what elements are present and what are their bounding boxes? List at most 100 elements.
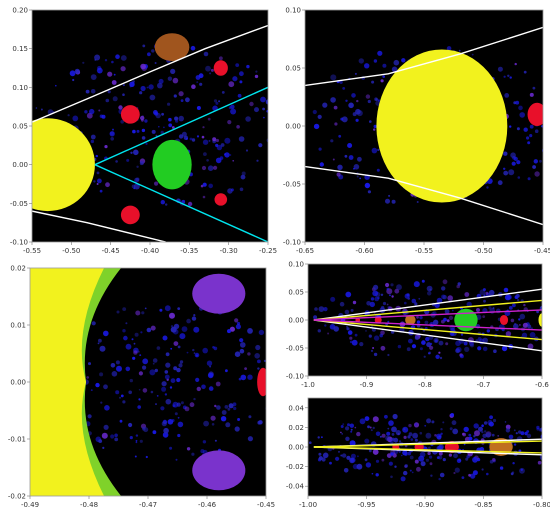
- filament-dot: [394, 288, 400, 294]
- filament-dot: [170, 347, 173, 350]
- filament-dot: [145, 142, 148, 145]
- filament-dot: [364, 458, 368, 462]
- filament-dot: [216, 405, 221, 410]
- filament-dot: [133, 342, 136, 345]
- filament-dot: [99, 372, 104, 377]
- filament-dot: [254, 353, 260, 359]
- filament-dot: [172, 401, 179, 408]
- filament-dot: [508, 434, 514, 440]
- filament-dot: [235, 324, 241, 330]
- filament-dot: [517, 176, 521, 179]
- filament-dot: [147, 52, 151, 57]
- filament-dot: [152, 430, 157, 435]
- filament-dot: [180, 99, 184, 102]
- filament-dot: [248, 415, 252, 419]
- filament-dot: [209, 365, 212, 368]
- filament-dot: [529, 92, 534, 97]
- filament-dot: [519, 324, 521, 326]
- filament-dot: [254, 74, 259, 79]
- filament-dot: [511, 161, 516, 166]
- filament-dot: [416, 201, 419, 203]
- filament-dot: [386, 303, 389, 306]
- filament-dot: [266, 138, 268, 143]
- filament-dot: [373, 284, 379, 290]
- filament-dot: [209, 72, 212, 75]
- filament-dot: [352, 300, 357, 305]
- filament-dot: [258, 420, 263, 425]
- filament-dot: [385, 282, 390, 288]
- filament-dot: [414, 423, 418, 426]
- filament-dot: [513, 429, 516, 432]
- overlay-curve: [313, 319, 542, 331]
- filament-dot: [225, 369, 228, 373]
- filament-dot: [323, 307, 328, 312]
- filament-dot: [87, 414, 92, 419]
- filament-dot: [454, 467, 460, 473]
- region-red-bulb: [374, 316, 382, 324]
- filament-dot: [185, 97, 190, 103]
- filament-dot: [419, 451, 426, 458]
- filament-dot: [96, 183, 99, 185]
- filament-dot: [153, 110, 158, 115]
- filament-dot: [176, 377, 181, 383]
- filament-dot: [317, 114, 322, 119]
- filament-dot: [213, 346, 218, 351]
- filament-dot: [455, 348, 460, 354]
- filament-dot: [456, 284, 461, 289]
- filament-dot: [228, 403, 234, 409]
- filament-dot: [207, 165, 214, 171]
- filament-dot: [511, 471, 515, 474]
- filament-dot: [385, 435, 391, 441]
- filament-dot: [210, 415, 216, 421]
- filament-dot: [421, 340, 426, 345]
- filament-dot: [219, 56, 223, 61]
- filament-dot: [342, 87, 346, 90]
- filament-dot: [139, 354, 142, 356]
- filament-dot: [510, 318, 515, 323]
- filament-dot: [201, 165, 207, 171]
- filament-dot: [357, 455, 359, 458]
- filament-dot: [534, 171, 540, 177]
- x-tick-label: -0.47: [139, 501, 157, 509]
- filament-dot: [239, 187, 244, 192]
- overlay-curve: [32, 210, 166, 242]
- filament-dot: [370, 429, 373, 432]
- filament-dot: [90, 89, 96, 94]
- filament-dot: [202, 139, 209, 145]
- x-tick-label: -0.55: [415, 247, 433, 255]
- filament-dot: [483, 293, 486, 296]
- filament-dot: [407, 297, 411, 300]
- filament-dot: [233, 406, 237, 411]
- filament-dot: [345, 426, 350, 431]
- filament-dot: [211, 423, 215, 426]
- filament-dot: [466, 455, 470, 459]
- filament-dot: [115, 54, 120, 59]
- filament-dot: [340, 425, 344, 428]
- filament-dot: [284, 139, 289, 144]
- filament-dot: [481, 431, 484, 434]
- x-tick-label: -1.0: [301, 381, 315, 389]
- y-tick-label: -0.01: [8, 436, 26, 444]
- filament-dot: [118, 105, 123, 110]
- filament-dot: [353, 167, 355, 170]
- filament-dot: [237, 93, 242, 98]
- filament-dot: [350, 453, 356, 459]
- region-yellow-cardioid: [32, 118, 95, 212]
- filament-dot: [387, 320, 390, 323]
- filament-dot: [446, 319, 450, 323]
- panel-2: -0.65 -0.60 -0.55 -0.50 -0.45 -0.10 -0.05 0.00 0…: [283, 7, 550, 256]
- filament-dot: [419, 431, 423, 435]
- filament-dot: [358, 58, 364, 64]
- filament-dot: [372, 426, 375, 430]
- filament-dot: [532, 165, 536, 169]
- filament-dot: [201, 135, 205, 139]
- filament-dot: [270, 110, 274, 114]
- filament-dot: [414, 335, 419, 340]
- y-tick-label: 0.10: [285, 7, 301, 15]
- filament-dot: [230, 108, 237, 115]
- filament-dot: [342, 423, 345, 425]
- filament-dot: [464, 346, 470, 352]
- filament-dot: [440, 432, 443, 435]
- filament-dot: [88, 362, 91, 366]
- filament-dot: [138, 388, 141, 391]
